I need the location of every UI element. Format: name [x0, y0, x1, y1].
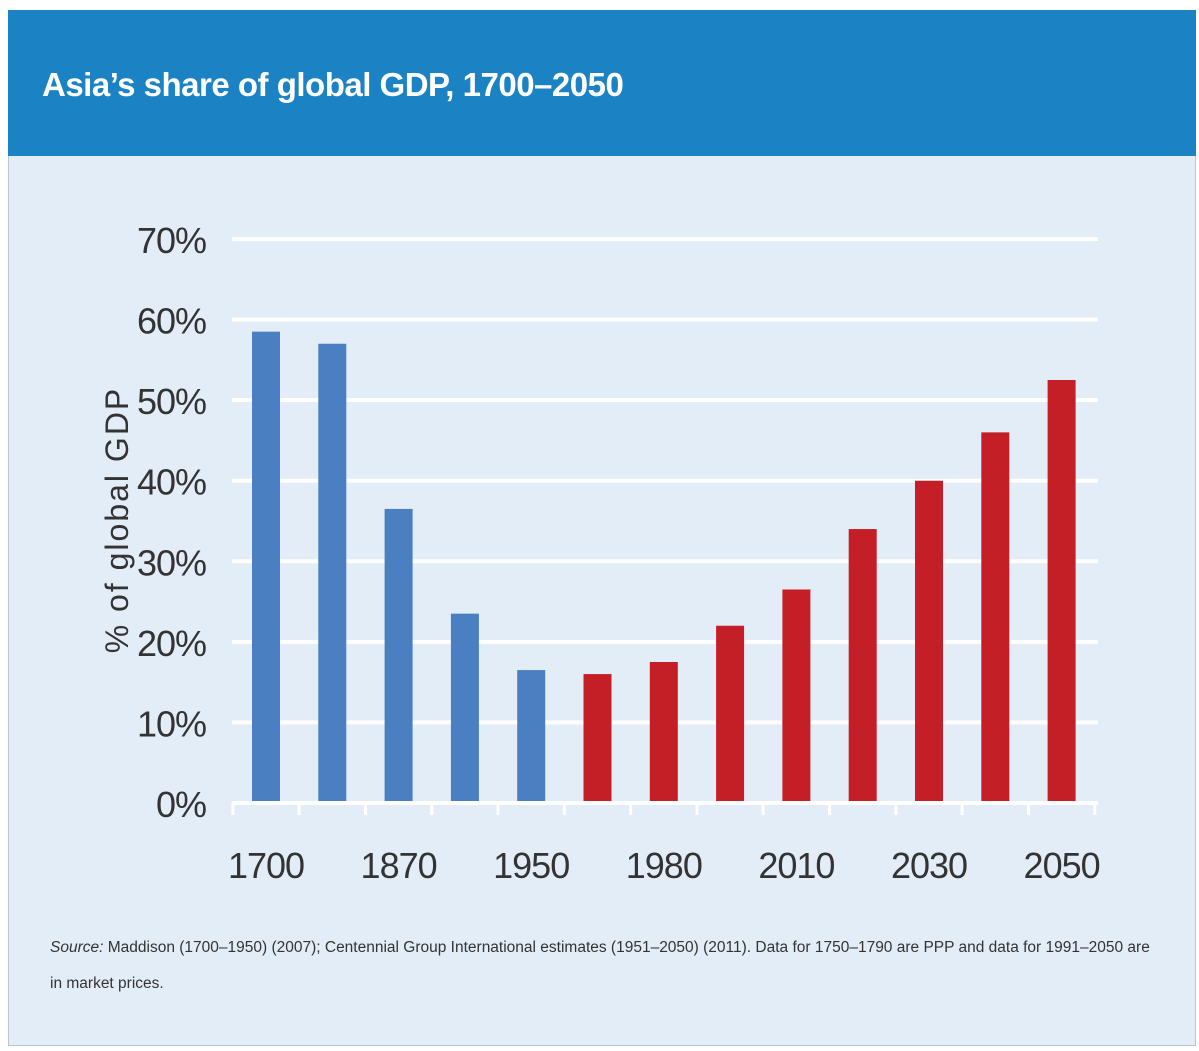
bars	[252, 331, 1076, 803]
bar	[649, 662, 678, 803]
y-tick-label: 70%	[137, 220, 206, 261]
bar	[384, 508, 413, 803]
bar	[252, 331, 280, 803]
y-tick-label: 10%	[137, 703, 206, 744]
bar	[915, 480, 943, 803]
bar	[1047, 380, 1076, 803]
y-tick-label: 20%	[137, 623, 206, 664]
x-tick-label: 2010	[758, 845, 834, 886]
x-tick-label: 1950	[493, 845, 569, 886]
chart-title: Asia’s share of global GDP, 1700–2050	[42, 66, 624, 103]
bar	[848, 529, 877, 803]
bar	[583, 674, 612, 803]
y-axis-label: % of global GDP	[99, 387, 135, 654]
x-tick-label: 1980	[626, 845, 702, 886]
source-text: Maddison (1700–1950) (2007); Centennial …	[50, 939, 1150, 992]
source-note: Source: Maddison (1700–1950) (2007); Cen…	[50, 930, 1160, 1002]
y-tick-label: 50%	[137, 381, 206, 422]
x-tick-label: 1870	[361, 845, 437, 886]
bar	[981, 432, 1010, 803]
bar	[782, 589, 811, 803]
y-tick-label: 30%	[137, 542, 206, 583]
bar	[517, 670, 546, 803]
source-label: Source:	[50, 939, 104, 956]
x-tick-label: 2050	[1024, 845, 1100, 886]
y-tick-label: 40%	[137, 462, 206, 503]
y-tick-label: 60%	[137, 301, 206, 342]
y-tick-label: 0%	[156, 784, 206, 825]
x-tick-label: 1700	[228, 845, 304, 886]
axes: 0% 10% 20% 30% 40% 50% 60% 70% 1700 1870 1950 1980 2…	[137, 220, 1101, 886]
bar	[716, 625, 745, 803]
bar	[450, 613, 479, 803]
title-bar	[8, 10, 1196, 156]
x-tick-label: 2030	[891, 845, 967, 886]
bar	[318, 343, 347, 803]
gridlines	[232, 237, 1098, 725]
